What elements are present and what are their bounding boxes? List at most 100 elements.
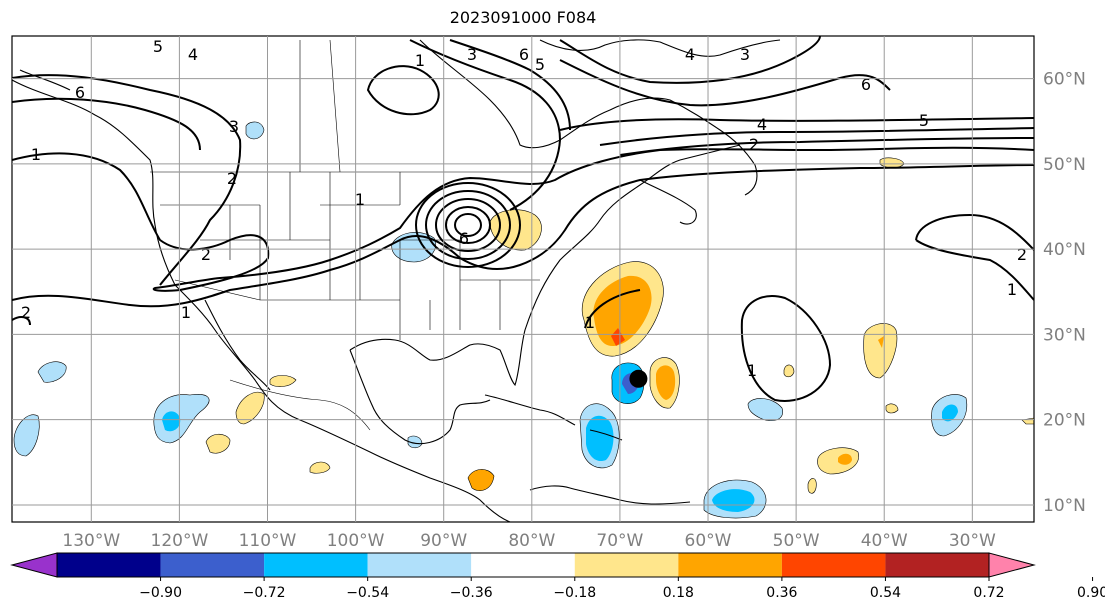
lon-tick-label: 80°W (508, 531, 555, 551)
contour-label: 3 (740, 45, 750, 64)
map-title: 2023091000 F084 (449, 8, 597, 27)
positive-anomaly-region (269, 375, 297, 387)
colorbar-tick-label: 0.36 (766, 585, 797, 601)
contour-label: 1 (1007, 280, 1017, 299)
positive-anomaly-region (838, 453, 852, 465)
contour-label: 2 (1017, 245, 1027, 264)
contour-label: 6 (75, 83, 85, 102)
negative-anomaly-region (942, 404, 958, 422)
lon-tick-label: 90°W (420, 531, 467, 551)
contour-line (454, 213, 482, 237)
positive-anomaly-region (656, 365, 676, 400)
positive-anomaly-region (611, 328, 625, 346)
lon-tick-label: 60°W (685, 531, 732, 551)
contour-label: 2 (749, 135, 759, 154)
contour-label: 5 (535, 55, 545, 74)
contour-line (619, 137, 1034, 156)
contour-label: 6 (459, 229, 469, 248)
contour-label: 1 (31, 145, 41, 164)
coastline (19, 69, 71, 91)
contour-line (12, 74, 242, 286)
contour-line (559, 117, 1034, 131)
lat-tick-label: 20°N (1043, 411, 1086, 431)
colorbar-tick-label: −0.54 (346, 585, 389, 601)
lon-tick-label: 100°W (327, 531, 385, 551)
contour-line (435, 198, 501, 252)
coastline (639, 179, 697, 225)
lon-tick-label: 30°W (949, 531, 996, 551)
coastline (349, 349, 491, 445)
negative-anomaly-region (13, 414, 40, 457)
colorbar-tick-label: −0.18 (553, 585, 596, 601)
negative-anomaly-region (37, 361, 67, 383)
coastline (349, 144, 741, 387)
contour-line (12, 97, 201, 151)
negative-anomaly-region (162, 411, 181, 432)
border-line (229, 379, 371, 431)
contour-label: 2 (201, 245, 211, 264)
contours (12, 36, 1034, 402)
contour-line (449, 39, 571, 131)
colorbar-segment (781, 553, 886, 577)
colorbar-segment (57, 553, 161, 577)
lon-tick-label: 130°W (62, 531, 120, 551)
border-line (299, 39, 341, 173)
lat-tick-label: 40°N (1043, 240, 1086, 260)
positive-anomaly-region (309, 461, 331, 474)
contour-label: 2 (21, 303, 31, 322)
contour-label: 1 (181, 303, 191, 322)
contour-line (409, 39, 562, 211)
contour-label: 5 (919, 111, 929, 130)
lon-tick-label: 70°W (596, 531, 643, 551)
colorbar-tick-label: 0.54 (870, 585, 901, 601)
positive-anomaly-region (878, 336, 884, 348)
contour-line (12, 146, 1034, 292)
contour-label: 6 (861, 75, 871, 94)
contour-label: 5 (153, 37, 163, 56)
contour-label: 3 (229, 117, 239, 136)
contour-line (559, 59, 891, 107)
positive-anomaly-region (885, 403, 899, 414)
positive-anomaly-region (783, 364, 795, 378)
lat-tick-label: 30°N (1043, 325, 1086, 345)
contour-line (445, 206, 491, 244)
colorbar-tick-label: −0.36 (450, 585, 493, 601)
lon-tick-label: 40°W (861, 531, 908, 551)
contour-label: 6 (519, 45, 529, 64)
positive-anomaly-region (205, 433, 231, 454)
coastline (12, 79, 511, 522)
contour-label: 2 (227, 169, 237, 188)
contour-line (740, 295, 832, 402)
lon-tick-label: 50°W (773, 531, 820, 551)
coastline (419, 39, 758, 196)
positive-anomaly-region (489, 209, 542, 251)
colorbar-extend-high (988, 552, 1036, 578)
coastline (539, 39, 781, 57)
colorbar-segment (264, 553, 368, 577)
contour-label: 4 (188, 45, 198, 64)
contour-line (915, 213, 1034, 301)
positive-anomaly-region (593, 275, 652, 347)
positive-anomaly-region (863, 323, 898, 379)
lon-tick-label: 120°W (151, 531, 209, 551)
colorbar-segment (885, 553, 989, 577)
coastline (529, 485, 691, 505)
contour-label: 4 (685, 45, 695, 64)
contour-label: 1 (747, 361, 757, 380)
lat-tick-label: 50°N (1043, 155, 1086, 175)
lat-tick-label: 10°N (1043, 496, 1086, 516)
contour-line (415, 182, 521, 268)
contour-line (584, 289, 641, 329)
colorbar-segment (471, 553, 575, 577)
contour-label: 3 (467, 45, 477, 64)
colorbar-segment (160, 553, 265, 577)
lon-tick-label: 110°W (239, 531, 297, 551)
map-frame (11, 35, 1035, 523)
contour-label: 1 (585, 313, 595, 332)
contour-label: 1 (355, 190, 365, 209)
positive-anomaly-region (467, 469, 495, 491)
colorbar-segment (678, 553, 782, 577)
colorbar-segment (574, 553, 679, 577)
storm-center-marker (629, 369, 648, 388)
